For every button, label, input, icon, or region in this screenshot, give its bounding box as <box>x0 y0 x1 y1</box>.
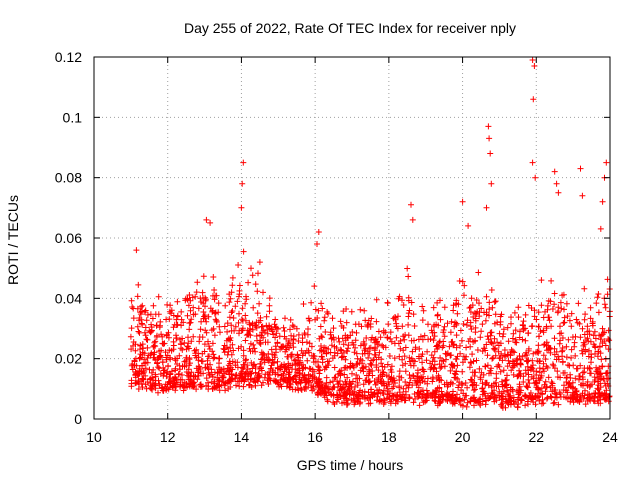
y-tick-label: 0.08 <box>55 170 82 186</box>
y-tick-label: 0.06 <box>55 230 82 246</box>
x-axis-label: GPS time / hours <box>297 457 404 473</box>
x-tick-label: 14 <box>234 429 250 445</box>
y-tick-label: 0.12 <box>55 49 82 65</box>
scatter-point-series <box>127 57 613 411</box>
x-tick-label: 24 <box>602 429 618 445</box>
grid-layer <box>94 57 610 419</box>
x-tick-label: 12 <box>160 429 176 445</box>
y-tick-label: 0.04 <box>55 290 82 306</box>
ticks-layer: 10 12 14 16 18 20 22 24 0 0.02 0.04 0.06 0.08 0.1 0.12 <box>55 49 618 445</box>
y-tick-label: 0 <box>74 411 82 427</box>
x-tick-label: 18 <box>381 429 397 445</box>
y-axis-label: ROTI / TECUs <box>5 195 21 285</box>
data-points <box>127 57 613 411</box>
y-tick-label: 0.1 <box>63 109 83 125</box>
y-tick-label: 0.02 <box>55 351 82 367</box>
chart-title: Day 255 of 2022, Rate Of TEC Index for r… <box>184 20 516 36</box>
x-tick-label: 10 <box>86 429 102 445</box>
x-tick-label: 16 <box>307 429 323 445</box>
x-tick-label: 20 <box>455 429 471 445</box>
x-tick-label: 22 <box>528 429 544 445</box>
